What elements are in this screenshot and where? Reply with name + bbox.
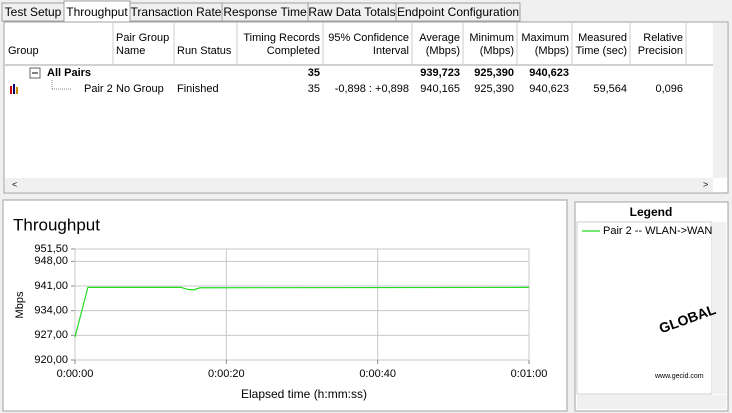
column-header: Precision	[638, 45, 683, 57]
table-cell: 940,165	[420, 83, 460, 95]
table-cell: Pair 2	[84, 83, 113, 95]
pair-icon	[13, 84, 15, 94]
v-scrollbar[interactable]	[713, 23, 727, 178]
table-cell: 925,390	[474, 83, 514, 95]
column-header: Relative	[643, 32, 683, 44]
scroll-left[interactable]: <	[12, 179, 17, 189]
tab-label[interactable]: Response Time	[223, 5, 307, 19]
column-header: (Mbps)	[535, 45, 569, 57]
y-tick-label: 948,00	[34, 255, 68, 267]
table-cell: 35	[308, 83, 320, 95]
table-cell: 940,623	[529, 83, 569, 95]
chart-title: Throughput	[13, 215, 100, 234]
column-header: Group	[8, 45, 39, 57]
x-tick-label: 0:01:00	[511, 368, 548, 380]
column-header: 95% Confidence	[328, 32, 409, 44]
table-cell: 59,564	[593, 83, 627, 95]
column-header: Pair Group	[116, 32, 169, 44]
tab-label[interactable]: Transaction Rate	[131, 5, 222, 19]
y-tick-label: 927,00	[34, 329, 68, 341]
column-header: Average	[419, 32, 460, 44]
x-axis-label: Elapsed time (h:mm:ss)	[241, 387, 367, 401]
y-tick-label: 941,00	[34, 280, 68, 292]
table-cell: All Pairs	[47, 67, 91, 79]
pair-icon	[16, 87, 18, 94]
column-header: Maximum	[521, 32, 569, 44]
column-header: (Mbps)	[480, 45, 514, 57]
column-header: Time (sec)	[575, 45, 627, 57]
h-scrollbar[interactable]	[5, 178, 713, 192]
x-tick-label: 0:00:40	[359, 368, 396, 380]
tab-label[interactable]: Test Setup	[5, 5, 62, 19]
column-header: Timing Records	[243, 32, 320, 44]
table-cell: Finished	[177, 83, 219, 95]
y-axis-label: Mbps	[14, 291, 26, 318]
column-header: Interval	[373, 45, 409, 57]
table-cell: 939,723	[420, 67, 460, 79]
column-header: (Mbps)	[426, 45, 460, 57]
table-cell: -0,898 : +0,898	[335, 83, 409, 95]
legend-list	[576, 221, 713, 395]
legend-h-scrollbar[interactable]	[577, 395, 726, 409]
table-cell: 925,390	[474, 67, 514, 79]
tab-label[interactable]: Raw Data Totals	[308, 5, 395, 19]
series-line	[74, 286, 530, 338]
x-tick-label: 0:00:20	[208, 368, 245, 380]
table-header	[5, 23, 713, 65]
table-cell: No Group	[116, 83, 164, 95]
tab-label[interactable]: Throughput	[66, 5, 128, 19]
legend-label: Pair 2 -- WLAN->WAN	[603, 225, 712, 237]
pair-icon	[10, 86, 12, 94]
table-cell: 940,623	[529, 67, 569, 79]
scroll-right[interactable]: >	[703, 179, 708, 189]
y-tick-label: 951,50	[34, 243, 68, 255]
legend-title: Legend	[630, 205, 673, 219]
tab-label[interactable]: Endpoint Configuration	[397, 5, 519, 19]
table-cell: 35	[308, 67, 320, 79]
y-tick-label: 920,00	[34, 354, 68, 366]
column-header: Completed	[267, 45, 320, 57]
table-cell: 0,096	[655, 83, 683, 95]
column-header: Measured	[578, 32, 627, 44]
column-header: Name	[116, 45, 145, 57]
legend-scrollbar[interactable]	[712, 222, 726, 394]
y-tick-label: 934,00	[34, 305, 68, 317]
x-tick-label: 0:00:00	[57, 368, 94, 380]
column-header: Minimum	[469, 32, 514, 44]
column-header: Run Status	[177, 45, 232, 57]
tab[interactable]	[395, 2, 521, 22]
watermark-url: www.gecid.com	[654, 373, 704, 380]
plot-area	[74, 248, 530, 361]
